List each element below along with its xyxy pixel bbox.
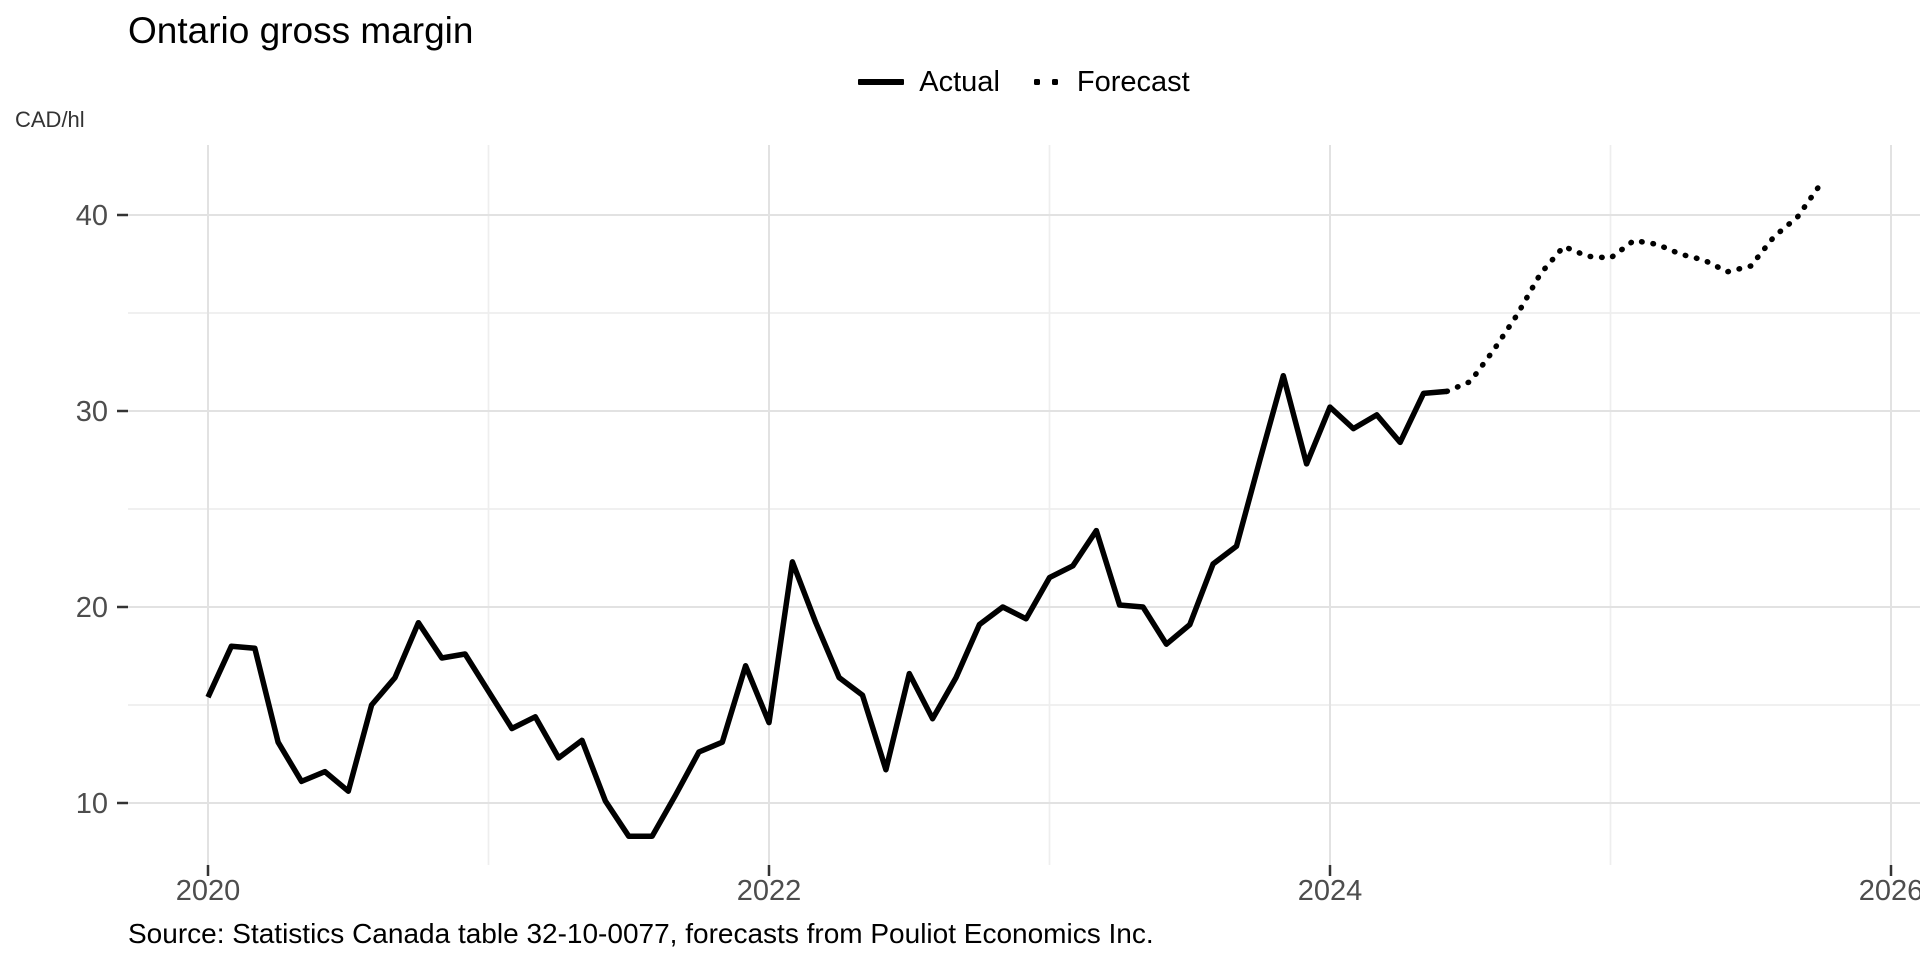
legend-label-actual: Actual bbox=[919, 65, 1000, 98]
legend-item-forecast: Forecast bbox=[1030, 66, 1190, 99]
y-tick-label: 30 bbox=[76, 396, 108, 428]
major-gridlines bbox=[128, 145, 1920, 865]
axis-tick-marks bbox=[117, 213, 1893, 876]
forecast-series-line bbox=[1444, 180, 1824, 395]
axis-tick-labels: 10 20 30 40 2020 2022 2024 2026 bbox=[76, 200, 1920, 907]
x-tick-label: 2020 bbox=[176, 875, 241, 907]
legend-label-forecast: Forecast bbox=[1076, 65, 1190, 98]
data-series bbox=[205, 180, 1824, 840]
y-tick-label: 40 bbox=[76, 200, 108, 232]
actual-solid-line-icon bbox=[858, 79, 905, 85]
forecast-dotted-line-icon bbox=[1030, 78, 1062, 86]
chart-title: Ontario gross margin bbox=[128, 10, 474, 51]
x-tick-label: 2022 bbox=[737, 875, 802, 907]
x-tick-label: 2024 bbox=[1298, 875, 1363, 907]
minor-gridlines bbox=[128, 145, 1920, 865]
y-tick-label: 10 bbox=[76, 788, 108, 820]
x-tick-label: 2026 bbox=[1859, 875, 1920, 907]
legend: Actual Forecast bbox=[128, 60, 1920, 104]
source-note: Source: Statistics Canada table 32-10-00… bbox=[128, 918, 1154, 949]
legend-item-actual: Actual bbox=[858, 66, 1000, 99]
y-axis-unit-label: CAD/hl bbox=[15, 107, 85, 132]
y-tick-label: 20 bbox=[76, 592, 108, 624]
actual-series-line bbox=[205, 372, 1448, 840]
